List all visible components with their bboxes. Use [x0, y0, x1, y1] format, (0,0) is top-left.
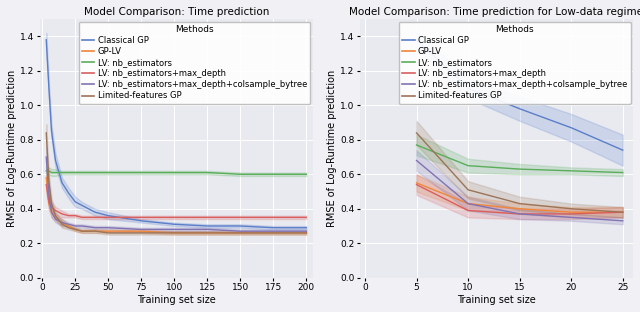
X-axis label: Training set size: Training set size — [137, 295, 216, 305]
Legend: Classical GP, GP-LV, LV: nb_estimators, LV: nb_estimators+max_depth, LV: nb_esti: Classical GP, GP-LV, LV: nb_estimators, … — [399, 22, 630, 104]
Title: Model Comparison: Time prediction for Low-data regime: Model Comparison: Time prediction for Lo… — [349, 7, 640, 17]
Y-axis label: RMSE of Log-Runtime prediction: RMSE of Log-Runtime prediction — [7, 70, 17, 227]
X-axis label: Training set size: Training set size — [457, 295, 536, 305]
Title: Model Comparison: Time prediction: Model Comparison: Time prediction — [84, 7, 269, 17]
Y-axis label: RMSE of Log-Runtime prediction: RMSE of Log-Runtime prediction — [327, 70, 337, 227]
Legend: Classical GP, GP-LV, LV: nb_estimators, LV: nb_estimators+max_depth, LV: nb_esti: Classical GP, GP-LV, LV: nb_estimators, … — [79, 22, 310, 104]
